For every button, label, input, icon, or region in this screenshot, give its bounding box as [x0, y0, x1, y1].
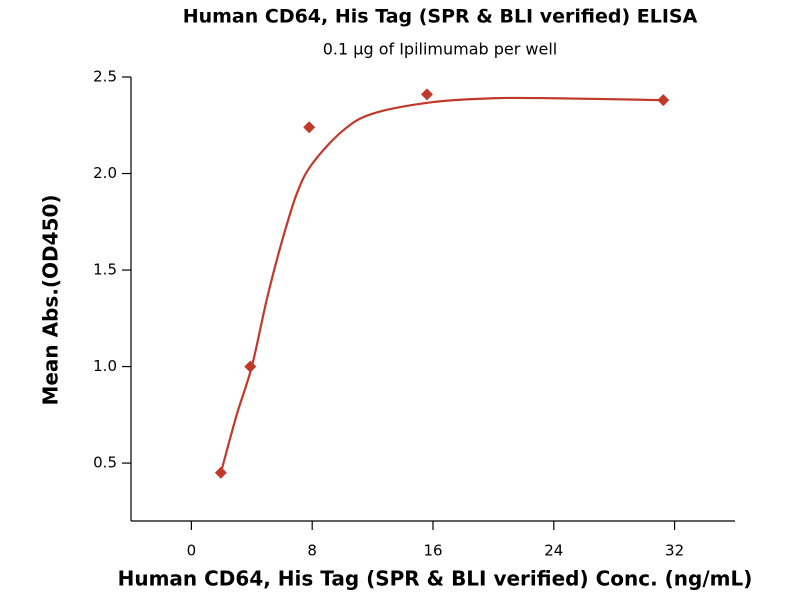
data-point [303, 121, 316, 134]
fit-curve [219, 96, 664, 474]
data-point [420, 88, 433, 101]
chart-title: Human CD64, His Tag (SPR & BLI verified)… [183, 6, 698, 28]
data-point [244, 360, 257, 373]
x-tick-label: 0 [187, 542, 197, 560]
x-tick-label: 24 [544, 542, 563, 560]
y-tick-label: 0.5 [93, 454, 117, 472]
data-point [657, 94, 670, 107]
x-axis-label: Human CD64, His Tag (SPR & BLI verified)… [118, 567, 753, 591]
x-tick-label: 32 [665, 542, 684, 560]
y-tick-label: 2.0 [93, 164, 117, 182]
y-axis-label: Mean Abs.(OD450) [39, 194, 63, 405]
y-tick-label: 1.0 [93, 357, 117, 375]
data-point [214, 466, 227, 479]
x-tick-label: 8 [307, 542, 317, 560]
y-tick-label: 1.5 [93, 261, 117, 279]
chart-subtitle: 0.1 μg of Ipilimumab per well [323, 40, 558, 59]
x-tick-label: 16 [423, 542, 442, 560]
y-tick-label: 2.5 [93, 68, 117, 86]
